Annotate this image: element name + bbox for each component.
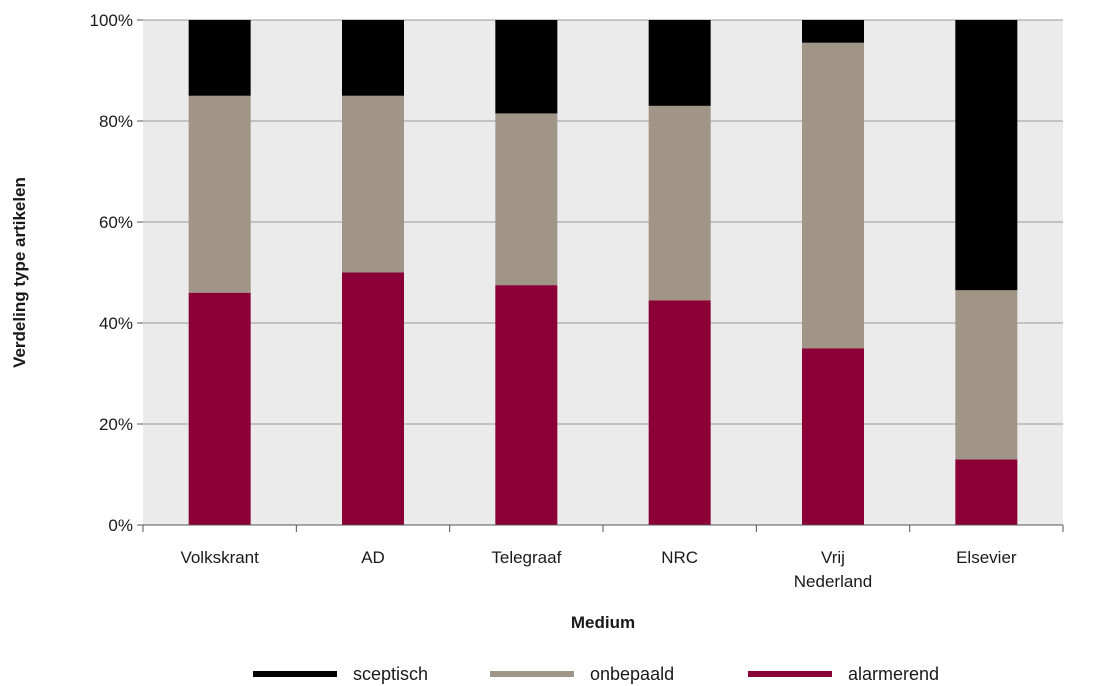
bar-segment-sceptisch (802, 20, 864, 43)
y-tick-label: 0% (108, 516, 133, 535)
legend-label-onbepaald: onbepaald (590, 664, 674, 684)
bar-segment-alarmerend (648, 300, 711, 525)
bar-segment-sceptisch (495, 20, 558, 114)
x-tick-label: Vrij Nederland (794, 548, 872, 591)
x-axis-title: Medium (571, 613, 635, 632)
x-tick-label: AD (361, 548, 385, 567)
gridlines (143, 19, 1063, 425)
bar-segment-alarmerend (955, 459, 1018, 525)
plot-area (143, 20, 1063, 525)
y-tick-label: 80% (99, 112, 133, 131)
bar-segment-sceptisch (188, 20, 251, 96)
bar-segment-sceptisch (342, 20, 404, 96)
y-tick-label: 40% (99, 314, 133, 333)
bar-segment-onbepaald (342, 95, 404, 273)
bar-segment-alarmerend (802, 348, 864, 525)
bar-segment-onbepaald (495, 113, 558, 286)
bar-segment-onbepaald (802, 42, 864, 349)
y-tick-label: 60% (99, 213, 133, 232)
bar-segment-onbepaald (955, 290, 1018, 460)
bar-segment-onbepaald (648, 105, 711, 301)
legend-label-alarmerend: alarmerend (848, 664, 939, 684)
x-tick-label: NRC (661, 548, 698, 567)
y-tick-label: 100% (90, 11, 133, 30)
legend-label-sceptisch: sceptisch (353, 664, 428, 684)
y-tick-label: 20% (99, 415, 133, 434)
x-tick-label: Volkskrant (180, 548, 259, 567)
x-tick-label: Elsevier (956, 548, 1017, 567)
y-axis-title: Verdeling type artikelen (10, 177, 29, 368)
bar-segment-onbepaald (188, 95, 251, 293)
x-tick-label: Telegraaf (491, 548, 561, 567)
bar-segment-sceptisch (648, 20, 711, 106)
legend: sceptisch onbepaald alarmerend (253, 664, 939, 684)
bar-segment-alarmerend (188, 292, 251, 525)
bars (188, 20, 1018, 525)
y-axis-ticks: 0% 20% 40% 60% 80% 100% (90, 11, 143, 535)
bar-segment-alarmerend (342, 272, 404, 525)
bar-segment-sceptisch (955, 20, 1018, 291)
bar-segment-alarmerend (495, 285, 558, 525)
x-axis-ticks: Volkskrant AD Telegraaf NRC Vrij Nederland Els… (142, 525, 1064, 591)
